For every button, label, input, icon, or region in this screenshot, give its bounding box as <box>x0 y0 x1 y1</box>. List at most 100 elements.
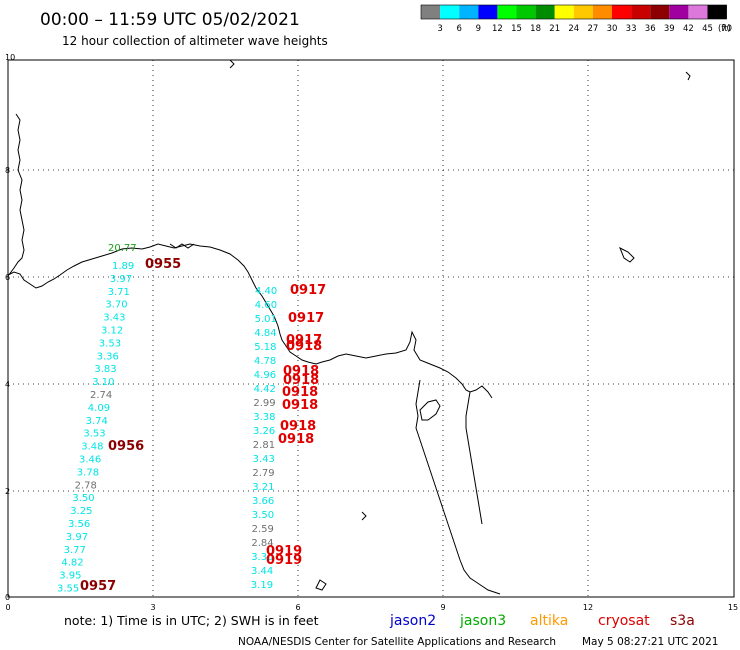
color-scale-legend: 3 6 9 12 15 18 21 24 27 30 33 36 39 42 45 70(ft) <box>420 4 732 34</box>
legend-swatch <box>650 5 670 19</box>
legend-level-label: 3 <box>437 24 442 34</box>
obs-value: 3.12 <box>101 326 123 337</box>
legend-level-label: 21 <box>549 24 560 34</box>
coastline <box>7 59 691 595</box>
obs-value: 3.38 <box>253 412 275 423</box>
pass-time-0917-b: 0917 <box>288 311 324 326</box>
obs-value: 1.89 <box>112 261 134 272</box>
pass-times: 0955 0956 0957 0917 0917 0917 0918 0918 … <box>80 257 326 594</box>
pass-time-0918-a: 0918 <box>286 339 322 354</box>
legend-level-label: 18 <box>530 24 541 34</box>
legend-swatch <box>440 5 460 19</box>
pass-time-0955: 0955 <box>145 257 181 272</box>
y-tick-label: 6 <box>5 273 10 282</box>
island-small-1 <box>619 246 635 263</box>
legend-level-label: 39 <box>664 24 675 34</box>
obs-value: 3.55 <box>57 584 79 595</box>
legend-level-label: 33 <box>626 24 637 34</box>
satellite-name-s3a: s3a <box>670 613 695 629</box>
obs-value: 5.01 <box>255 314 277 325</box>
x-tick-label: 0 <box>5 603 10 612</box>
satellite-name-jason3: jason3 <box>459 613 506 629</box>
obs-value: 3.97 <box>110 274 132 285</box>
legend-swatch <box>707 5 727 19</box>
obs-value: 2.79 <box>252 468 274 479</box>
coastline-florida <box>415 379 501 595</box>
obs-value: 2.84 <box>251 538 273 549</box>
legend-level-label: 12 <box>492 24 503 34</box>
island-small-2 <box>229 59 235 69</box>
legend-frame <box>420 4 727 20</box>
obs-value: 3.21 <box>252 482 274 493</box>
legend-level-label: 45 <box>702 24 713 34</box>
pass-time-0918-g: 0918 <box>278 432 314 447</box>
legend-swatch <box>554 5 574 19</box>
satellite-name-jason2: jason2 <box>389 613 436 629</box>
obs-value: 3.43 <box>103 313 125 324</box>
bay-island <box>361 511 367 521</box>
obs-value: 3.25 <box>70 506 92 517</box>
y-tick-label: 10 <box>5 53 15 62</box>
obs-value: 3.77 <box>64 545 86 556</box>
legend-swatch <box>669 5 689 19</box>
obs-value: 4.09 <box>88 403 110 414</box>
legend-swatch <box>478 5 498 19</box>
obs-value: 3.53 <box>99 338 121 349</box>
y-tick-label: 4 <box>5 380 10 389</box>
obs-value: 4.82 <box>61 558 83 569</box>
legend-level-label: 36 <box>645 24 656 34</box>
legend-level-label: 70 <box>721 24 732 34</box>
pass-time-0918-e: 0918 <box>282 398 318 413</box>
obs-value: 2.99 <box>253 398 275 409</box>
coastline-main <box>7 243 493 399</box>
observation-track-central: 4.40 4.60 5.01 4.84 5.18 4.78 4.96 4.42 2.99 3.38… <box>251 286 277 591</box>
pass-time-0919-a: 0919 <box>266 544 302 559</box>
pass-time-0956: 0956 <box>108 439 144 454</box>
island-small-3 <box>685 71 691 81</box>
obs-value: 3.97 <box>66 532 88 543</box>
obs-value: 4.40 <box>255 286 277 297</box>
pass-time-0917-c: 0917 <box>286 333 322 348</box>
obs-value: 3.44 <box>251 566 273 577</box>
legend-level-label: 30 <box>607 24 618 34</box>
pass-time-0917-a: 0917 <box>290 283 326 298</box>
obs-value: 4.78 <box>254 356 276 367</box>
obs-value: 3.56 <box>68 519 90 530</box>
obs-value: 3.50 <box>72 493 94 504</box>
satellite-name-altika: altika <box>530 613 568 629</box>
legend-unit-label: (ft) <box>718 24 731 34</box>
obs-value: 3.83 <box>94 364 116 375</box>
legend-level-label: 42 <box>683 24 694 34</box>
obs-value: 4.42 <box>254 384 276 395</box>
obs-value: 5.18 <box>254 342 276 353</box>
legend-swatch <box>497 5 517 19</box>
axis-tick-labels: 0 3 6 9 12 15 10 8 6 4 2 0 <box>5 53 738 612</box>
obs-value: 3.70 <box>105 300 127 311</box>
x-tick-label: 12 <box>583 603 593 612</box>
pass-time-0957: 0957 <box>80 579 116 594</box>
legend-level-label: 9 <box>476 24 481 34</box>
obs-value: 3.46 <box>79 455 101 466</box>
shoals <box>169 243 195 249</box>
legend-swatch <box>459 5 479 19</box>
obs-green-value: 20.77 <box>108 243 137 254</box>
observation-track-west: 1.893.973.713.703.433.123.533.363.833.10… <box>57 261 134 595</box>
legend-swatch <box>516 5 536 19</box>
y-tick-label: 8 <box>5 166 10 175</box>
map-frame <box>7 59 735 598</box>
legend-swatch <box>592 5 612 19</box>
obs-value: 3.26 <box>253 426 275 437</box>
legend-swatch <box>421 5 441 19</box>
legend-level-label: 24 <box>568 24 579 34</box>
legend-swatch <box>535 5 555 19</box>
obs-value: 2.74 <box>90 390 112 401</box>
map-grid <box>8 60 734 597</box>
legend-swatch <box>688 5 708 19</box>
key-island <box>315 579 327 591</box>
map-title: 00:00 – 11:59 UTC 05/02/2021 <box>40 10 300 30</box>
legend-level-label: 6 <box>456 24 461 34</box>
map-subtitle: 12 hour collection of altimeter wave hei… <box>62 34 328 48</box>
y-tick-label: 0 <box>5 593 10 602</box>
pass-time-0918-c: 0918 <box>283 373 319 388</box>
legend-swatch <box>612 5 632 19</box>
